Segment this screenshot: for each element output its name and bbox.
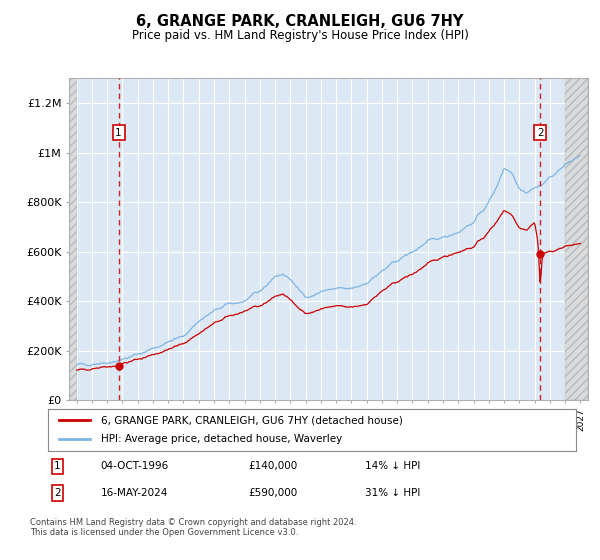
Text: 14% ↓ HPI: 14% ↓ HPI	[365, 461, 420, 471]
Bar	[69, 78, 77, 400]
Text: 2: 2	[54, 488, 61, 498]
Text: HPI: Average price, detached house, Waverley: HPI: Average price, detached house, Wave…	[101, 435, 342, 445]
Text: 1: 1	[54, 461, 61, 471]
Text: 2: 2	[537, 128, 544, 138]
Text: 6, GRANGE PARK, CRANLEIGH, GU6 7HY (detached house): 6, GRANGE PARK, CRANLEIGH, GU6 7HY (deta…	[101, 415, 403, 425]
Text: £590,000: £590,000	[248, 488, 298, 498]
Text: 04-OCT-1996: 04-OCT-1996	[101, 461, 169, 471]
Bar	[565, 78, 588, 400]
Text: 31% ↓ HPI: 31% ↓ HPI	[365, 488, 420, 498]
Text: 16-MAY-2024: 16-MAY-2024	[101, 488, 168, 498]
Text: 1: 1	[115, 128, 122, 138]
Text: 6, GRANGE PARK, CRANLEIGH, GU6 7HY: 6, GRANGE PARK, CRANLEIGH, GU6 7HY	[136, 14, 464, 29]
Text: Contains HM Land Registry data © Crown copyright and database right 2024.
This d: Contains HM Land Registry data © Crown c…	[30, 518, 356, 538]
Text: £140,000: £140,000	[248, 461, 298, 471]
Text: Price paid vs. HM Land Registry's House Price Index (HPI): Price paid vs. HM Land Registry's House …	[131, 29, 469, 42]
